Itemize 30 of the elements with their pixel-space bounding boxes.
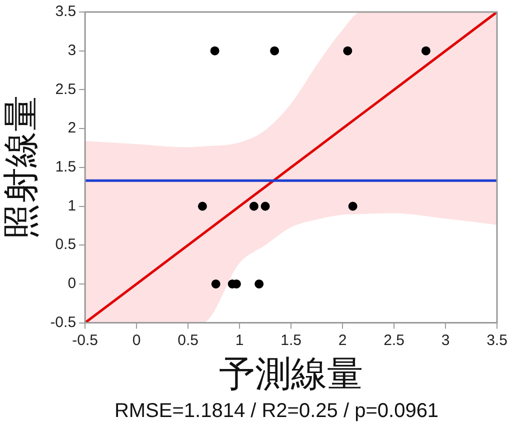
y-axis-title: 照射線量 bbox=[0, 95, 42, 240]
point bbox=[260, 202, 270, 211]
point bbox=[343, 46, 352, 56]
y-tick-label: 0 bbox=[68, 275, 76, 292]
y-tick-label: 2.5 bbox=[55, 80, 76, 98]
point bbox=[270, 46, 280, 56]
y-tick-label: 1 bbox=[68, 197, 76, 214]
point bbox=[348, 202, 358, 211]
x-tick-label: 1.5 bbox=[280, 332, 302, 349]
y-tick-label: 0.5 bbox=[55, 236, 76, 254]
x-tick-label: 3 bbox=[441, 332, 450, 349]
y-tick-label: 3 bbox=[68, 42, 76, 59]
x-tick-label: 0.5 bbox=[178, 332, 198, 349]
x-tick-label: 0 bbox=[132, 332, 141, 349]
y-tick-label: 1.5 bbox=[55, 158, 76, 176]
y-tick-label: -0.5 bbox=[50, 314, 76, 331]
point bbox=[421, 46, 430, 56]
point bbox=[254, 279, 264, 288]
x-tick-label: 1 bbox=[235, 332, 244, 349]
x-tick-label: 2.5 bbox=[384, 332, 404, 349]
y-tick-label: 3.5 bbox=[55, 3, 76, 20]
point bbox=[249, 202, 258, 211]
x-tick-label: 3.5 bbox=[486, 332, 508, 349]
x-axis-title: 予測線量 bbox=[219, 354, 364, 395]
y-tick-label: 2 bbox=[68, 120, 76, 137]
point bbox=[198, 202, 207, 211]
point bbox=[210, 46, 220, 56]
x-tick-label: 2 bbox=[338, 332, 347, 349]
point bbox=[211, 279, 220, 288]
text: RMSE=1.1814 / R2=0.25 / p=0.0961 bbox=[113, 400, 440, 423]
